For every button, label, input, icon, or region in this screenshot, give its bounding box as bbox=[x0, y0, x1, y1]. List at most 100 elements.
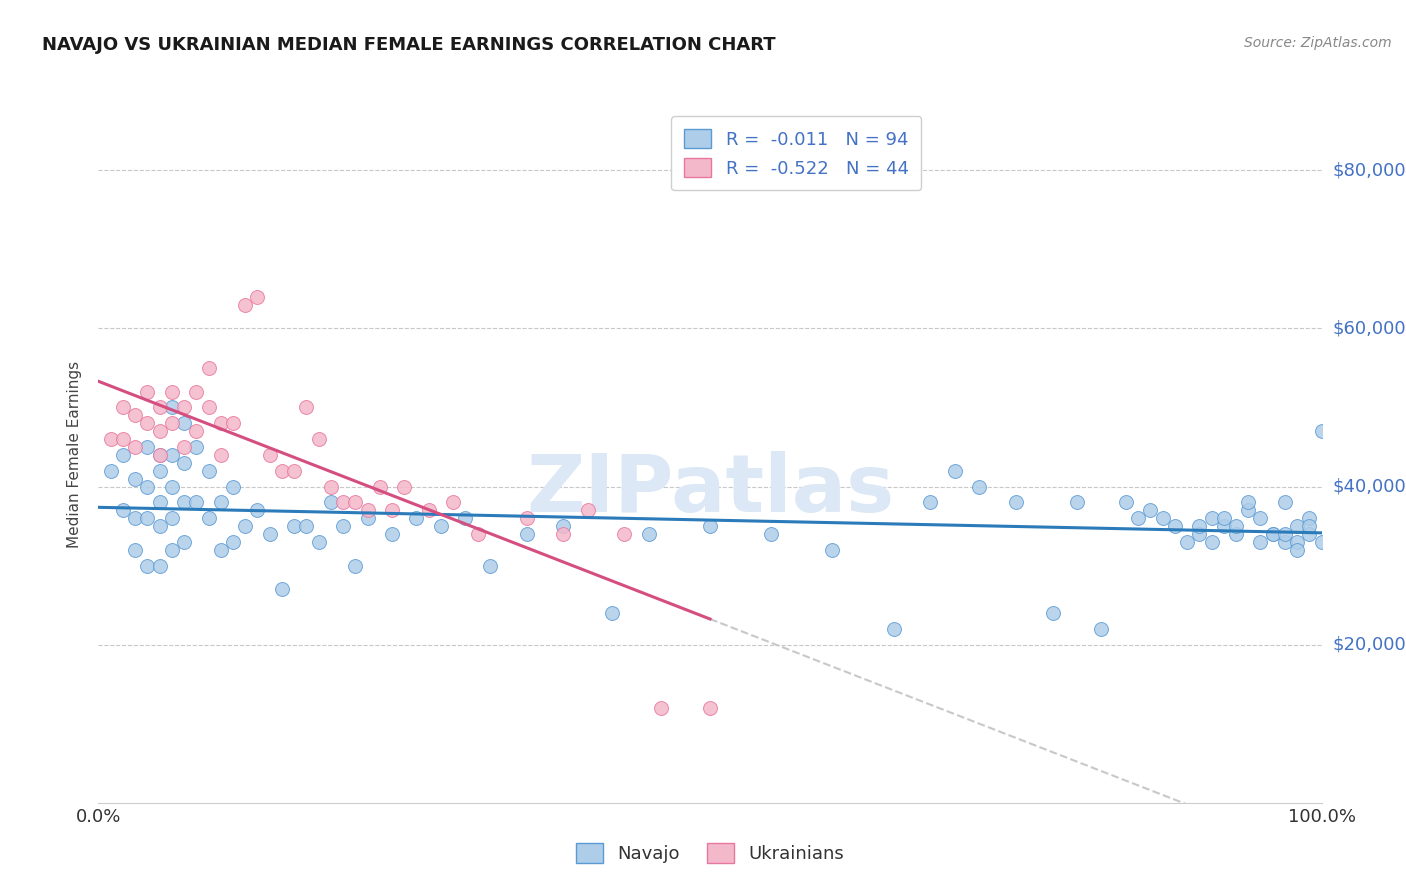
Point bbox=[920, 495, 942, 509]
Point bbox=[259, 448, 281, 462]
Point bbox=[160, 542, 183, 557]
Point bbox=[1286, 535, 1309, 549]
Point bbox=[233, 519, 256, 533]
Point bbox=[1201, 511, 1223, 525]
Point bbox=[1042, 606, 1064, 620]
Point bbox=[967, 479, 990, 493]
Point bbox=[186, 495, 208, 509]
Point bbox=[149, 401, 172, 415]
Point bbox=[650, 701, 672, 715]
Point bbox=[1066, 495, 1088, 509]
Point bbox=[1249, 535, 1271, 549]
Point bbox=[1237, 495, 1260, 509]
Point bbox=[1286, 542, 1309, 557]
Point bbox=[761, 527, 783, 541]
Point bbox=[1188, 527, 1211, 541]
Point bbox=[1310, 424, 1333, 438]
Point bbox=[319, 479, 342, 493]
Point bbox=[356, 503, 378, 517]
Point bbox=[233, 298, 256, 312]
Point bbox=[478, 558, 501, 573]
Point bbox=[197, 511, 219, 525]
Point bbox=[136, 511, 159, 525]
Point bbox=[1237, 503, 1260, 517]
Point bbox=[149, 424, 172, 438]
Point bbox=[332, 519, 354, 533]
Point bbox=[1115, 495, 1137, 509]
Text: $80,000: $80,000 bbox=[1333, 161, 1406, 179]
Point bbox=[222, 535, 245, 549]
Point bbox=[124, 511, 146, 525]
Point bbox=[209, 542, 232, 557]
Point bbox=[637, 527, 661, 541]
Text: $60,000: $60,000 bbox=[1333, 319, 1406, 337]
Point bbox=[553, 519, 575, 533]
Point bbox=[197, 401, 219, 415]
Point bbox=[576, 503, 599, 517]
Point bbox=[160, 479, 183, 493]
Point bbox=[1164, 519, 1187, 533]
Point bbox=[553, 527, 575, 541]
Point bbox=[381, 527, 404, 541]
Point bbox=[136, 558, 159, 573]
Point bbox=[270, 582, 294, 597]
Point bbox=[295, 401, 318, 415]
Point bbox=[1249, 511, 1271, 525]
Point bbox=[1128, 511, 1150, 525]
Point bbox=[209, 448, 232, 462]
Point bbox=[124, 542, 146, 557]
Point bbox=[186, 384, 208, 399]
Point bbox=[1212, 511, 1234, 525]
Point bbox=[283, 464, 305, 478]
Point bbox=[1286, 519, 1309, 533]
Text: ZIPatlas: ZIPatlas bbox=[526, 450, 894, 529]
Point bbox=[418, 503, 440, 517]
Point bbox=[149, 558, 172, 573]
Point bbox=[1225, 519, 1247, 533]
Point bbox=[1004, 495, 1026, 509]
Point bbox=[943, 464, 966, 478]
Point bbox=[111, 432, 134, 446]
Point bbox=[344, 495, 367, 509]
Point bbox=[600, 606, 623, 620]
Point bbox=[1274, 527, 1296, 541]
Point bbox=[173, 456, 195, 470]
Point bbox=[392, 479, 416, 493]
Point bbox=[136, 384, 159, 399]
Point bbox=[1090, 622, 1112, 636]
Point bbox=[160, 417, 183, 431]
Point bbox=[124, 472, 146, 486]
Point bbox=[209, 495, 232, 509]
Point bbox=[332, 495, 354, 509]
Point bbox=[441, 495, 464, 509]
Point bbox=[1274, 535, 1296, 549]
Point bbox=[160, 384, 183, 399]
Point bbox=[1261, 527, 1284, 541]
Point bbox=[111, 448, 134, 462]
Point bbox=[1152, 511, 1174, 525]
Point bbox=[467, 527, 489, 541]
Point bbox=[160, 511, 183, 525]
Point bbox=[173, 495, 195, 509]
Point bbox=[197, 361, 219, 376]
Point bbox=[186, 424, 208, 438]
Point bbox=[699, 701, 721, 715]
Point bbox=[209, 417, 232, 431]
Point bbox=[381, 503, 404, 517]
Point bbox=[160, 401, 183, 415]
Point bbox=[149, 464, 172, 478]
Point bbox=[1225, 527, 1247, 541]
Point bbox=[136, 479, 159, 493]
Point bbox=[173, 401, 195, 415]
Point bbox=[136, 417, 159, 431]
Point bbox=[613, 527, 636, 541]
Point bbox=[344, 558, 367, 573]
Text: $40,000: $40,000 bbox=[1333, 477, 1406, 496]
Text: $20,000: $20,000 bbox=[1333, 636, 1406, 654]
Point bbox=[246, 503, 269, 517]
Point bbox=[1212, 519, 1234, 533]
Point bbox=[149, 495, 172, 509]
Point bbox=[283, 519, 305, 533]
Point bbox=[160, 448, 183, 462]
Point bbox=[405, 511, 427, 525]
